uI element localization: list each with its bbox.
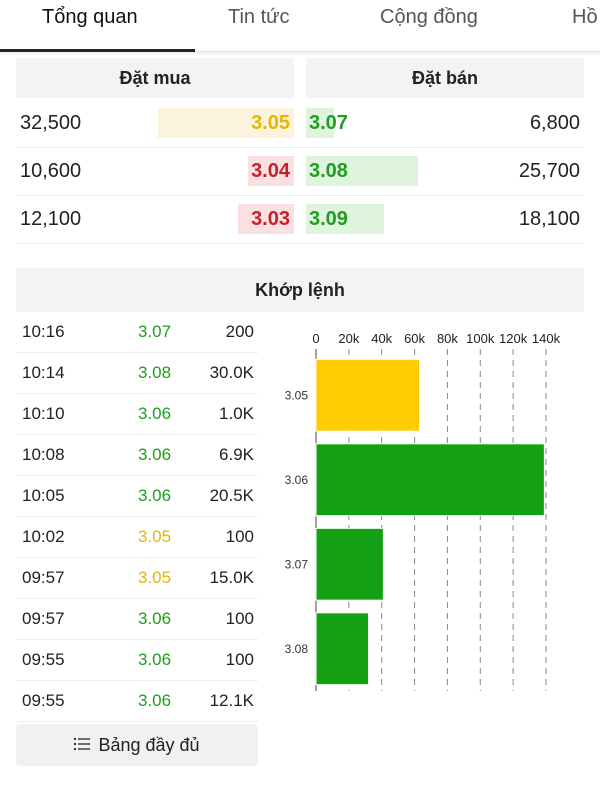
order-book-row[interactable]: 12,100 3.03 3.09 18,100 [0, 196, 600, 242]
sell-price: 3.08 [309, 160, 348, 182]
chart-category-label: 3.07 [285, 557, 309, 571]
trade-price: 3.05 [138, 527, 172, 546]
row-divider [16, 147, 584, 148]
trade-volume: 12.1K [209, 691, 254, 710]
chart-tick-label: 0 [312, 331, 319, 346]
trade-volume: 200 [225, 322, 254, 341]
trade-time: 09:55 [22, 650, 65, 669]
tab-bar: Tổng quan Tin tức Cộng đồng Hồ [0, 0, 600, 52]
trade-row: 10:14 3.08 30.0K [16, 353, 258, 394]
row-divider [16, 243, 584, 244]
trade-time: 10:08 [22, 445, 65, 464]
trade-price: 3.06 [138, 609, 172, 628]
trade-row: 10:05 3.06 20.5K [16, 476, 258, 517]
chart-category-label: 3.06 [285, 473, 309, 487]
trade-time: 09:57 [22, 609, 65, 628]
active-tab-indicator [0, 49, 195, 52]
sell-volume: 6,800 [529, 112, 580, 134]
chart-tick-label: 80k [437, 331, 458, 346]
trade-volume: 15.0K [209, 568, 254, 587]
sell-volume-bar [306, 108, 334, 138]
trade-row: 09:57 3.05 15.0K [16, 558, 258, 599]
list-icon [74, 738, 91, 751]
trade-time: 10:02 [22, 527, 65, 546]
trade-row: 10:08 3.06 6.9K [16, 435, 258, 476]
chart-tick-label: 40k [371, 331, 392, 346]
sell-volume: 18,100 [518, 208, 580, 230]
trade-row: 09:55 3.06 12.1K [16, 681, 258, 722]
tab-news[interactable]: Tin tức [228, 6, 290, 28]
sell-volume: 25,700 [518, 160, 580, 182]
buy-price: 3.05 [251, 112, 290, 134]
buy-volume: 32,500 [20, 112, 82, 134]
tab-partial[interactable]: Hồ [572, 6, 598, 28]
trade-volume: 20.5K [209, 486, 254, 505]
buy-price: 3.04 [251, 160, 290, 182]
trade-price: 3.06 [138, 404, 172, 423]
trade-price: 3.05 [138, 568, 172, 587]
buy-volume: 12,100 [20, 208, 82, 230]
chart-bar [315, 358, 420, 432]
trade-time: 10:16 [22, 322, 65, 341]
full-table-label: Bảng đầy đủ [98, 735, 200, 755]
chart-bar [315, 443, 545, 517]
volume-by-price-chart: 0 20k 40k 60k 80k 100k 120k 140k 3.05 3.06 3.07 3.0… [285, 331, 561, 691]
trade-volume: 30.0K [209, 363, 254, 382]
trade-row: 10:16 3.07 200 [16, 312, 258, 353]
sell-volume-bar [306, 204, 384, 234]
buy-price: 3.03 [251, 208, 290, 230]
trade-volume: 100 [225, 527, 254, 546]
trade-price: 3.06 [138, 691, 172, 710]
trade-time: 09:55 [22, 691, 65, 710]
buy-volume-bar [157, 108, 294, 138]
buy-volume: 10,600 [20, 160, 82, 182]
trade-volume: 100 [225, 650, 254, 669]
trade-price: 3.06 [138, 650, 172, 669]
trade-row: 10:02 3.05 100 [16, 517, 258, 558]
chart-category-label: 3.05 [285, 388, 309, 402]
matched-orders-header: Khớp lệnh [16, 268, 584, 312]
chart-tick-label: 120k [499, 331, 528, 346]
chart-tick-label: 100k [466, 331, 495, 346]
trade-price: 3.07 [138, 322, 172, 341]
trade-time: 09:57 [22, 568, 65, 587]
trade-volume: 6.9K [219, 445, 254, 464]
trade-volume: 100 [225, 609, 254, 628]
chart-tick-label: 140k [532, 331, 561, 346]
trade-time: 10:14 [22, 363, 65, 382]
order-book-row[interactable]: 10,600 3.04 3.08 25,700 [0, 148, 600, 194]
buy-volume-bar [247, 156, 294, 186]
trade-row: 09:57 3.06 100 [16, 599, 258, 640]
trade-price: 3.06 [138, 445, 172, 464]
buy-volume-bar [238, 204, 294, 234]
chart-tick-label: 60k [404, 331, 425, 346]
trade-time: 10:10 [22, 404, 65, 423]
trade-time: 10:05 [22, 486, 65, 505]
full-table-button[interactable]: Bảng đầy đủ [16, 724, 258, 766]
trade-volume: 1.0K [219, 404, 254, 423]
trade-row: 09:55 3.06 100 [16, 640, 258, 681]
trade-price: 3.06 [138, 486, 172, 505]
chart-category-label: 3.08 [285, 642, 309, 656]
chart-bar [315, 527, 384, 601]
buy-header: Đặt mua [16, 58, 294, 98]
sell-price: 3.09 [309, 208, 348, 230]
tab-overview[interactable]: Tổng quan [42, 6, 138, 28]
sell-volume-bar [306, 156, 418, 186]
sell-header: Đặt bán [306, 58, 584, 98]
trade-price: 3.08 [138, 363, 172, 382]
row-divider [16, 195, 584, 196]
chart-tick-label: 20k [338, 331, 359, 346]
order-book-row[interactable]: 32,500 3.05 3.07 6,800 [0, 100, 600, 146]
sell-price: 3.07 [309, 112, 348, 134]
tab-community[interactable]: Cộng đồng [380, 6, 478, 28]
chart-bar [315, 612, 370, 686]
trade-row: 10:10 3.06 1.0K [16, 394, 258, 435]
